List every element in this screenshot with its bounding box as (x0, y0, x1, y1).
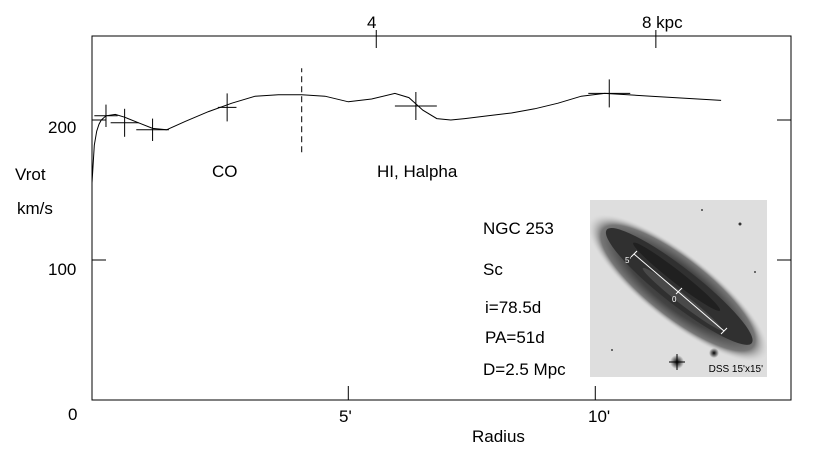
y-tick-label-100: 100 (48, 260, 77, 279)
top-tick-label-8kpc: 8 kpc (642, 13, 683, 32)
dss-galaxy-image: 5' 0 DSS 15'x15' (590, 200, 767, 377)
x-axis-label: Radius (472, 427, 525, 446)
data-series (91, 68, 722, 400)
error-bar-point (394, 92, 437, 120)
x-tick-label-10: 10' (588, 407, 611, 426)
annotation-hi-halpha: HI, Halpha (377, 162, 458, 181)
galaxy-distance: D=2.5 Mpc (483, 360, 566, 379)
x-tick-label-5: 5' (339, 407, 352, 426)
inset-scale-label-5: 5' (625, 256, 631, 265)
error-bar-point (110, 108, 139, 137)
annotation-co: CO (212, 162, 238, 181)
inset-caption: DSS 15'x15' (708, 364, 763, 375)
y-axis-label: Vrot (15, 165, 46, 184)
galaxy-name: NGC 253 (483, 219, 554, 238)
galaxy-position-angle: PA=51d (485, 328, 545, 347)
y-axis-unit-label: km/s (17, 199, 53, 218)
galaxy-inclination: i=78.5d (485, 298, 542, 317)
top-tick-label-4: 4 (367, 13, 377, 32)
origin-label: 0 (68, 405, 78, 424)
inset-scale-label-0: 0 (672, 295, 677, 304)
galaxy-type: Sc (483, 260, 503, 279)
y-tick-label-200: 200 (48, 118, 77, 137)
error-bar-point (217, 93, 237, 122)
error-bar-point (588, 79, 631, 108)
axis-ticks (92, 30, 791, 400)
error-bar-point (94, 104, 118, 127)
error-bar-point (136, 118, 169, 141)
star-2 (709, 348, 719, 358)
